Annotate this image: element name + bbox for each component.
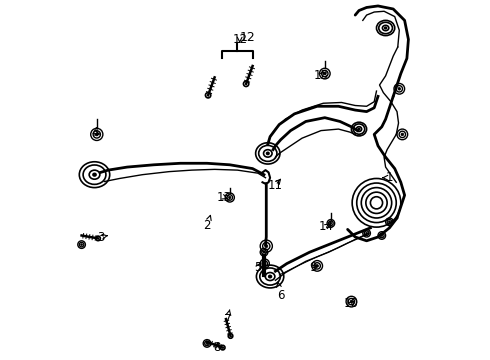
- Text: 8: 8: [213, 341, 220, 354]
- Circle shape: [95, 133, 98, 136]
- Circle shape: [323, 72, 326, 75]
- Text: 9: 9: [310, 261, 318, 274]
- Circle shape: [316, 265, 318, 267]
- Circle shape: [263, 251, 265, 253]
- Text: 6: 6: [276, 282, 285, 302]
- Text: 2: 2: [203, 215, 211, 232]
- Circle shape: [229, 196, 231, 199]
- Text: 10: 10: [344, 297, 359, 310]
- Circle shape: [264, 262, 266, 265]
- Text: 12: 12: [232, 33, 247, 46]
- Text: 11: 11: [268, 179, 283, 192]
- Circle shape: [206, 342, 208, 345]
- Text: 14: 14: [319, 220, 334, 233]
- Text: 5: 5: [254, 261, 262, 274]
- Circle shape: [398, 87, 401, 90]
- Ellipse shape: [358, 129, 360, 130]
- Circle shape: [350, 300, 353, 303]
- Text: 7: 7: [224, 310, 231, 325]
- Text: 3: 3: [97, 230, 107, 243]
- Ellipse shape: [267, 152, 269, 154]
- Circle shape: [330, 222, 332, 224]
- Ellipse shape: [385, 27, 387, 29]
- Ellipse shape: [269, 275, 271, 278]
- Circle shape: [265, 244, 268, 248]
- Text: 1: 1: [383, 171, 393, 184]
- Ellipse shape: [93, 174, 96, 176]
- Text: 12: 12: [240, 31, 255, 44]
- Circle shape: [366, 232, 368, 234]
- Circle shape: [401, 133, 404, 136]
- Text: 13: 13: [314, 69, 328, 82]
- Circle shape: [381, 234, 383, 237]
- Text: 13: 13: [217, 191, 232, 204]
- Circle shape: [389, 221, 391, 223]
- Circle shape: [81, 244, 82, 246]
- Text: 4: 4: [92, 126, 99, 139]
